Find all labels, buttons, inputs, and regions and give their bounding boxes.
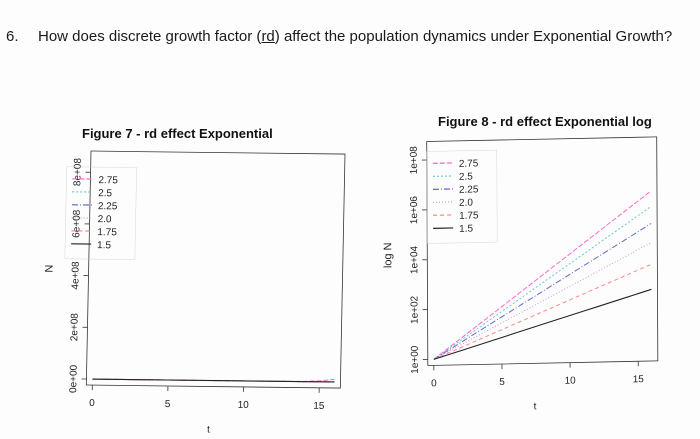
fig8-title: Figure 8 - rd effect Exponential log [438, 114, 652, 129]
fig8-legend-label-2-75: 2.75 [459, 158, 479, 169]
fig8-xtick-label-5: 5 [499, 377, 505, 388]
fig8-series-line-2-25 [433, 223, 652, 360]
fig8-xlabel: t [534, 401, 537, 412]
fig7-legend-label-1-75: 1.75 [97, 227, 117, 238]
fig7-frame [85, 150, 346, 389]
fig7-ytick-label-6e-08: 6e+08 [71, 209, 83, 238]
fig7-legend-label-2-25: 2.25 [98, 201, 118, 212]
fig8-legend-label-2-0: 2.0 [459, 198, 473, 209]
fig8-ytick-label-1e-00: 1e+00 [410, 345, 421, 374]
fig8-ytick-label-1e-06: 1e+06 [409, 196, 420, 225]
fig7-ytick-label-2e-08: 2e+08 [69, 313, 81, 342]
fig8-ytick-label-1e-08: 1e+08 [409, 146, 420, 175]
fig7-legend-label-2-5: 2.5 [98, 188, 113, 199]
question-text-after: ) affect the population dynamics under E… [274, 28, 673, 45]
fig7-ytick-label-0e-00: 0e+00 [68, 364, 80, 393]
fig7-legend-label-1-5: 1.5 [97, 240, 112, 251]
question-number: 6. [6, 28, 19, 45]
fig8-series-line-1-75 [433, 263, 652, 360]
fig7-ylabel: N [44, 264, 56, 272]
fig7-title: Figure 7 - rd effect Exponential [82, 126, 273, 141]
fig7-legend-box [64, 166, 137, 260]
question-text-underlined: rd [261, 28, 275, 45]
fig8-series-line-2-0 [433, 242, 652, 360]
fig8-xtick-label-15: 15 [633, 374, 645, 385]
fig7-ytick-label-8e-08: 8e+08 [72, 158, 84, 187]
fig8-xtick-label-10: 10 [565, 376, 577, 387]
fig8-frame [426, 136, 659, 366]
fig8-legend-label-2-5: 2.5 [459, 172, 473, 183]
fig7-plot: 0 5 10 15 t 0e+00 2e+08 4e+08 6e+08 8e+08 N 2.75 2.5… [44, 150, 346, 436]
fig8-ytick-label-1e-04: 1e+04 [409, 245, 420, 274]
fig7-legend-label-2-0: 2.0 [98, 214, 113, 225]
fig8-legend-label-2-25: 2.25 [459, 184, 479, 195]
fig7-legend-label-2-75: 2.75 [98, 175, 118, 186]
fig7-xlabel: t [207, 424, 210, 435]
fig8-ylabel: log N [382, 242, 394, 268]
question-text-before: How does discrete growth factor ( [38, 28, 262, 45]
fig8-xtick-label-0: 0 [431, 378, 437, 389]
fig7-xtick-label-5: 5 [165, 399, 171, 410]
fig8-legend-label-1-75: 1.75 [459, 210, 479, 221]
fig7-series-line-1-5 [92, 378, 335, 383]
fig8-series-line-2-75 [433, 190, 652, 360]
fig8-legend-label-1-5: 1.5 [459, 224, 473, 235]
fig7-xtick-label-15: 15 [313, 401, 325, 412]
fig7-ytick-label-4e-08: 4e+08 [70, 261, 82, 290]
fig8-ytick-label-1e-02: 1e+02 [409, 295, 420, 324]
fig8-legend-box [426, 149, 498, 244]
fig7-xtick-label-0: 0 [89, 398, 95, 409]
fig8-series-line-1-5 [433, 288, 652, 360]
fig7-xtick-label-10: 10 [238, 400, 250, 411]
question-text: How does discrete growth factor (rd) aff… [38, 26, 678, 47]
fig8-plot: 0 5 10 15 t 1e+00 1e+02 1e+04 1e+06 1e+08 log N 2.7… [382, 136, 659, 412]
